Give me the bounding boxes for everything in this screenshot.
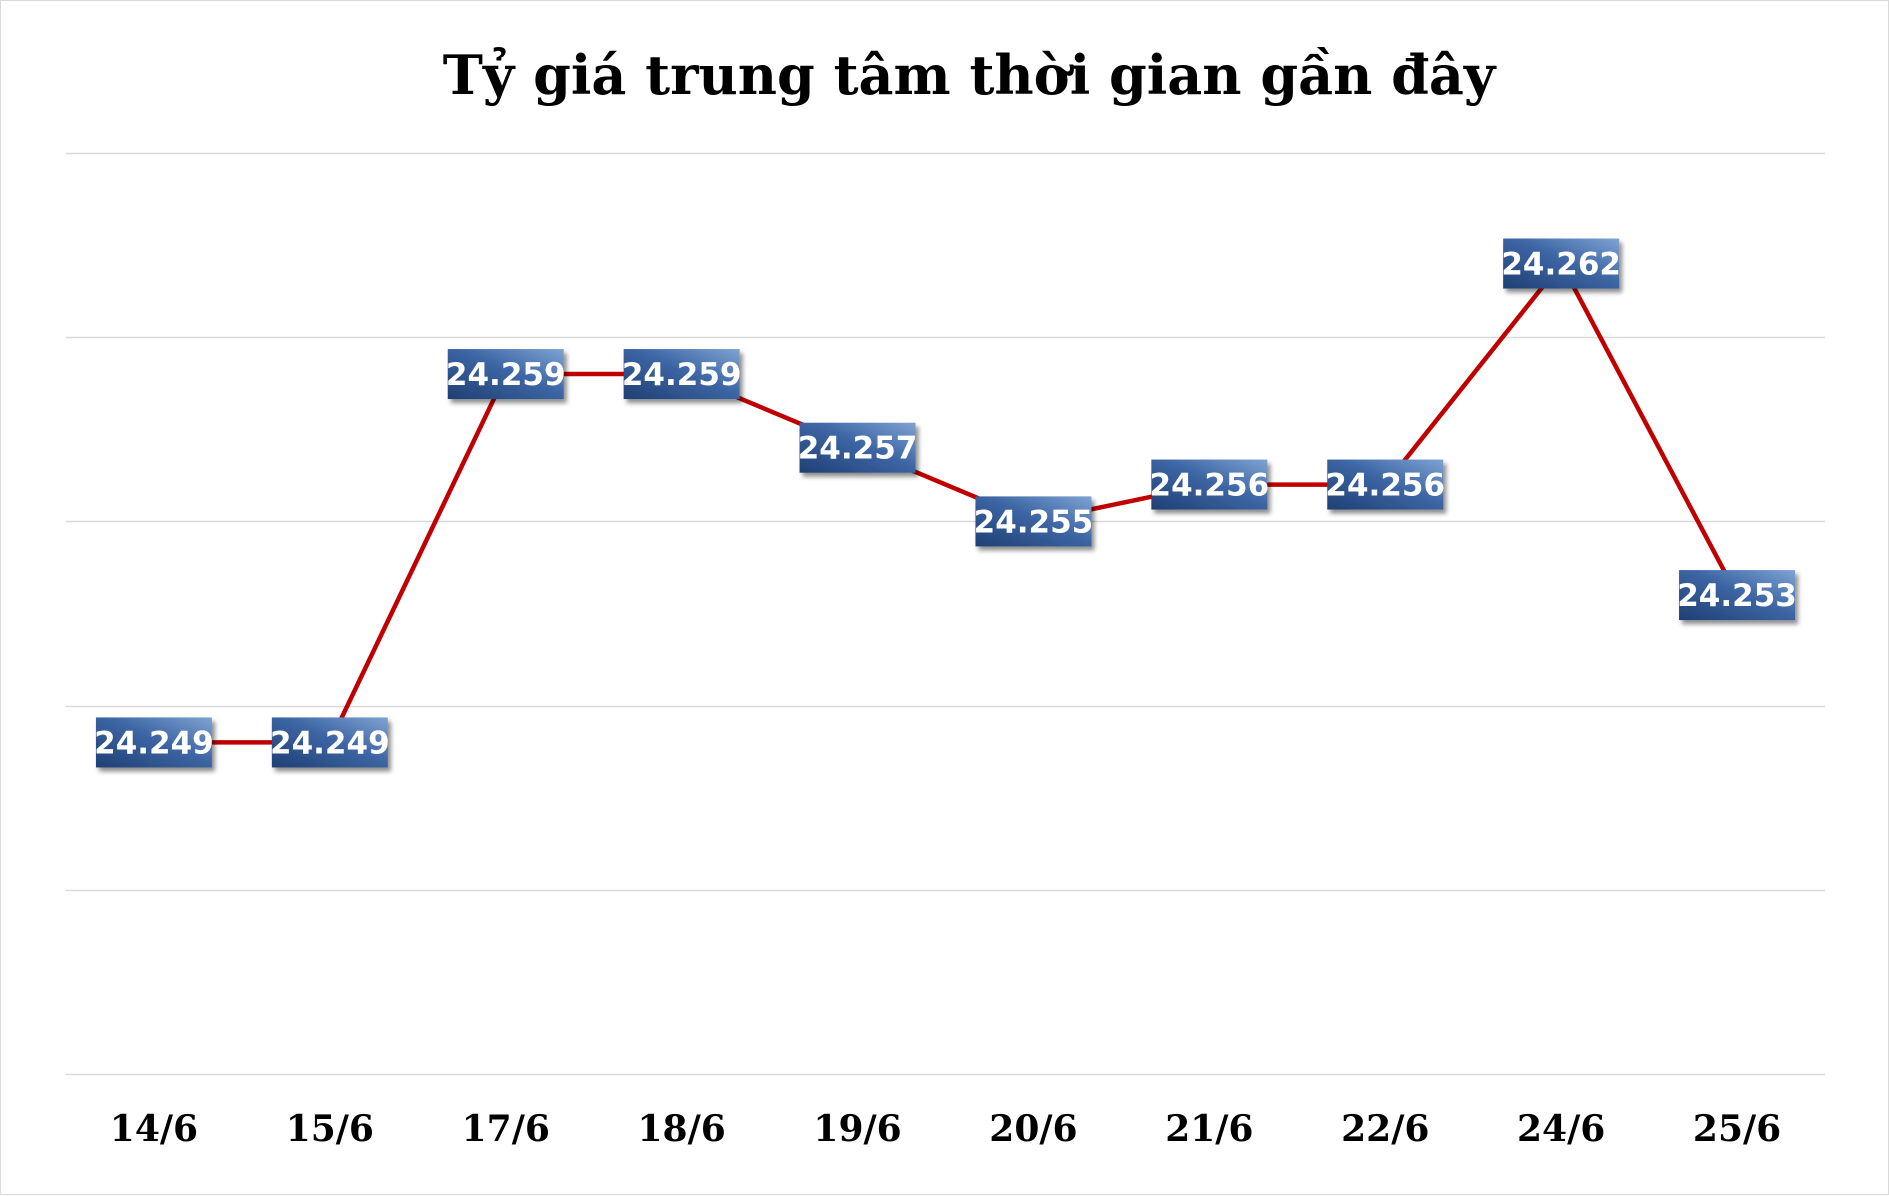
data-label-text: 24.249 <box>94 725 214 761</box>
data-label-text: 24.256 <box>1325 468 1445 504</box>
data-label-text: 24.259 <box>446 357 566 393</box>
data-label: 24.259 <box>446 349 566 400</box>
data-label-box <box>975 496 1092 547</box>
data-label-text: 24.259 <box>622 357 742 393</box>
data-label-box <box>95 717 212 768</box>
data-label-layer: 24.249 24.249 24.259 24.259 24.257 24.255 24.2… <box>94 238 1797 768</box>
data-label: 24.249 <box>270 717 390 768</box>
data-label: 24.253 <box>1677 570 1797 621</box>
grid-lines <box>66 152 1825 1076</box>
data-label-box <box>447 349 564 400</box>
data-label-box <box>623 349 740 400</box>
data-label-text: 24.253 <box>1677 578 1797 614</box>
x-tick-label: 25/6 <box>1693 1108 1781 1150</box>
x-tick-label: 18/6 <box>638 1108 726 1150</box>
data-label-box <box>271 717 388 768</box>
chart-title: Tỷ giá trung tâm thời gian gần đây <box>443 43 1497 107</box>
x-tick-label: 21/6 <box>1165 1108 1253 1150</box>
x-tick-label: 22/6 <box>1341 1108 1429 1150</box>
data-label: 24.257 <box>798 422 918 473</box>
series-line <box>153 259 1739 745</box>
x-tick-label: 20/6 <box>989 1108 1077 1150</box>
data-label-text: 24.257 <box>798 431 918 467</box>
data-label-box <box>1151 459 1268 510</box>
data-label-text: 24.249 <box>270 725 390 761</box>
data-label-text: 24.256 <box>1150 468 1270 504</box>
series-line-layer <box>153 259 1739 745</box>
data-label: 24.249 <box>94 717 214 768</box>
x-axis-ticks: 14/6 15/6 17/6 18/6 19/6 20/6 21/6 22/6 24/6 25/6 <box>110 1108 1781 1150</box>
data-label: 24.256 <box>1150 459 1270 510</box>
data-label-box <box>1327 459 1444 510</box>
data-label-box <box>1503 238 1620 289</box>
data-label-box <box>799 422 916 473</box>
x-tick-label: 17/6 <box>462 1108 550 1150</box>
data-label: 24.262 <box>1501 238 1621 289</box>
data-label-text: 24.262 <box>1501 247 1621 283</box>
x-tick-label: 15/6 <box>286 1108 374 1150</box>
data-label: 24.255 <box>974 496 1094 547</box>
data-label: 24.256 <box>1325 459 1445 510</box>
data-label-box <box>1679 570 1796 621</box>
x-tick-label: 24/6 <box>1517 1108 1605 1150</box>
data-label: 24.259 <box>622 349 742 400</box>
x-tick-label: 14/6 <box>110 1108 198 1150</box>
x-tick-label: 19/6 <box>813 1108 901 1150</box>
data-label-text: 24.255 <box>974 504 1094 540</box>
